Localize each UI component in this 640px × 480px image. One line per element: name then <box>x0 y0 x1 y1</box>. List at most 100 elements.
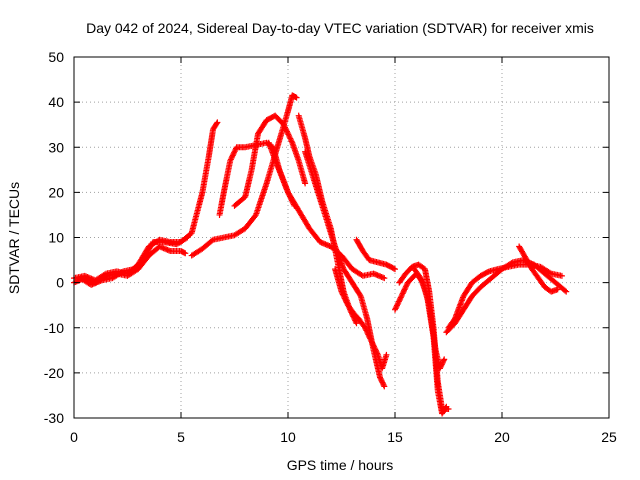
data-point <box>393 303 400 310</box>
data-point <box>371 345 378 352</box>
data-point <box>342 298 349 305</box>
data-point <box>208 237 215 244</box>
data-point <box>293 94 300 101</box>
data-point <box>392 306 398 313</box>
data-point <box>442 404 449 411</box>
data-point <box>229 153 236 160</box>
data-point <box>558 272 565 279</box>
data-point <box>282 125 289 132</box>
axis-ticks: 0 5 10 15 20 25 -30 -20 -10 0 10 20 30 40 50 <box>44 49 617 445</box>
chart-title: Day 042 of 2024, Sidereal Day-to-day VTE… <box>86 20 594 36</box>
data-point <box>227 157 234 164</box>
series-track-17 <box>516 243 561 295</box>
y-tick-label: -30 <box>44 410 64 426</box>
data-point <box>227 156 234 163</box>
data-point <box>368 338 375 345</box>
data-point <box>362 326 369 333</box>
data-point <box>400 287 407 294</box>
data-point <box>118 269 125 276</box>
data-point <box>401 286 408 293</box>
data-point <box>287 136 294 143</box>
data-point <box>367 335 374 342</box>
data-point <box>184 234 191 241</box>
data-point <box>383 351 390 358</box>
data-point <box>362 324 369 331</box>
data-point <box>231 149 238 156</box>
data-point <box>369 340 376 347</box>
data-point <box>286 134 293 141</box>
data-point <box>390 265 397 272</box>
data-point <box>339 290 346 297</box>
data-point <box>381 383 388 390</box>
y-tick-label: 40 <box>48 94 64 110</box>
data-point <box>339 291 346 298</box>
data-point <box>182 250 189 257</box>
series-track-4 <box>188 92 300 259</box>
series-track-16 <box>443 257 570 336</box>
x-tick-label: 20 <box>494 429 510 445</box>
data-point <box>395 298 402 305</box>
data-point <box>369 339 376 346</box>
x-tick-label: 10 <box>280 429 296 445</box>
x-tick-label: 25 <box>601 429 617 445</box>
data-point <box>338 288 345 295</box>
data-point <box>356 291 363 298</box>
data-point <box>365 331 372 338</box>
data-point <box>285 131 292 138</box>
data-point <box>284 130 291 137</box>
y-tick-label: -10 <box>44 320 64 336</box>
data-point <box>342 296 349 303</box>
data-point <box>402 283 409 290</box>
data-point <box>402 285 409 292</box>
series-track-14 <box>411 266 450 417</box>
data-point <box>371 343 378 350</box>
data-point <box>395 299 402 306</box>
series-track-2 <box>71 243 189 286</box>
data-point <box>341 294 348 301</box>
data-point <box>363 327 370 334</box>
x-tick-label: 0 <box>70 429 78 445</box>
data-point <box>403 282 410 289</box>
data-point <box>394 301 401 308</box>
grid-lines <box>74 57 609 418</box>
data-point <box>228 155 235 162</box>
series-track-11 <box>332 266 390 372</box>
data-point <box>183 235 190 242</box>
y-tick-label: 50 <box>48 49 64 65</box>
data-point <box>392 266 398 273</box>
data-point <box>381 275 388 282</box>
data-point <box>380 382 387 389</box>
data-point <box>232 146 239 153</box>
data-point <box>374 350 381 357</box>
data-point <box>400 289 407 296</box>
data-point <box>229 152 236 159</box>
data-point <box>353 320 360 327</box>
series-track-12 <box>392 270 448 372</box>
data-point <box>284 128 291 135</box>
series-track-10 <box>353 236 398 273</box>
y-tick-label: 10 <box>48 230 64 246</box>
data-point <box>366 334 373 341</box>
y-tick-label: 0 <box>56 275 64 291</box>
data-point <box>285 132 292 139</box>
data-point <box>214 119 221 126</box>
data-point <box>363 328 370 335</box>
series-track-15 <box>445 261 565 331</box>
data-point <box>283 127 290 134</box>
data-marks <box>71 92 570 417</box>
y-tick-label: -20 <box>44 365 64 381</box>
data-point <box>441 356 448 363</box>
data-point <box>281 123 288 130</box>
data-point <box>393 302 400 309</box>
data-point <box>282 124 289 131</box>
x-axis-label: GPS time / hours <box>287 457 394 473</box>
data-point <box>280 121 287 128</box>
series-track-3 <box>77 234 191 288</box>
series-track-6 <box>231 112 309 209</box>
data-point <box>372 346 379 353</box>
data-point <box>562 287 569 294</box>
data-point <box>397 295 404 302</box>
data-point <box>213 120 220 127</box>
data-point <box>392 305 399 312</box>
